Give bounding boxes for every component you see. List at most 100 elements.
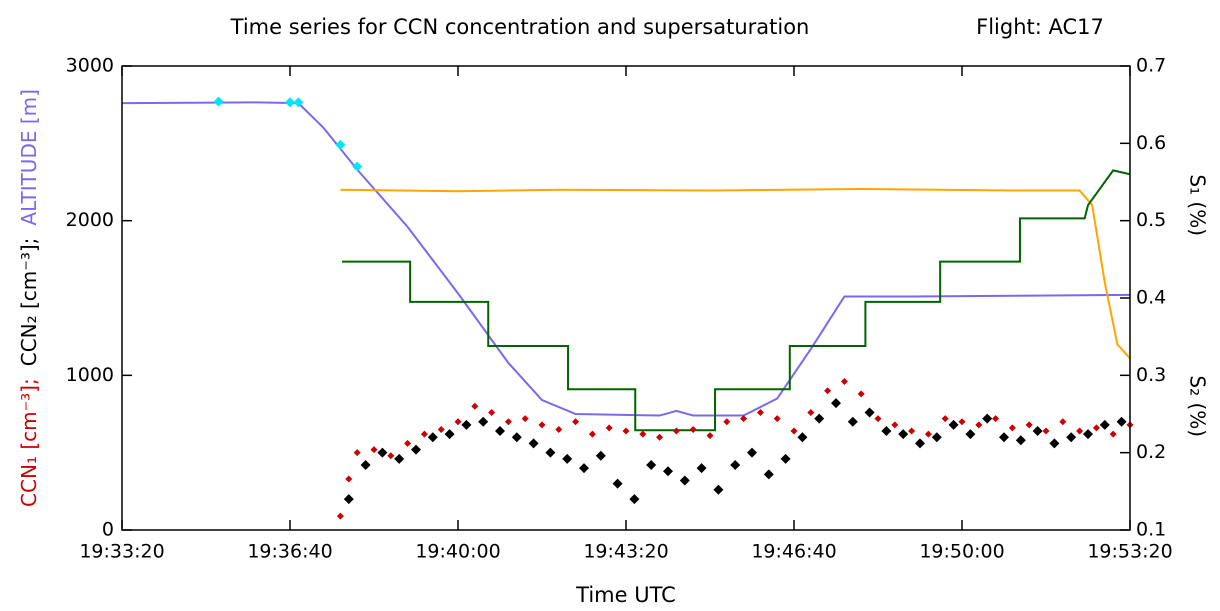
scatter-point [646,460,657,471]
scatter-point [773,415,781,423]
scatter-point [982,413,993,424]
scatter-point [427,432,438,443]
y2-axis-label: S₁ (%) [1186,174,1210,236]
scatter-point [612,478,623,489]
y2-tick-label: 0.1 [1136,519,1166,541]
scatter-point [663,466,673,477]
scatter-point [562,453,573,464]
scatter-point [387,452,395,460]
scatter-point [723,418,731,426]
plot-area [121,96,1134,520]
scatter-point [891,421,899,429]
scatter-point [790,427,798,435]
y-axis-label-part: ALTITUDE [m] [17,89,41,226]
scatter-point [461,419,472,430]
scatter-point [847,416,858,427]
scatter-point [992,415,1000,423]
scatter-point [370,446,378,454]
y-tick-label: 3000 [66,55,114,77]
scatter-point [622,427,630,435]
scatter-point [343,494,354,505]
y-axis-label: CCN₁ [cm⁻³]; CCN₂ [cm⁻³]; ALTITUDE [m] [17,89,41,507]
scatter-point [672,427,680,435]
scatter-point [511,432,522,443]
x-tick-label: 19:40:00 [415,541,500,563]
scatter-point [1076,427,1084,435]
scatter-point [629,494,640,505]
scatter-point [1049,438,1060,449]
scatter-point [213,96,224,107]
scatter-point [656,433,664,441]
scatter-point [1025,421,1033,429]
scatter-point [285,97,295,108]
scatter-point [352,161,363,172]
scatter-point [345,475,353,483]
scatter-point [740,415,748,423]
scatter-point [831,398,841,409]
scatter-point [908,427,916,435]
scatter-point [420,430,428,438]
x-axis-label: Time UTC [575,583,676,607]
scatter-point [689,425,697,433]
scatter-point [958,418,966,426]
scatter-point [353,449,361,457]
scatter-point [840,378,848,386]
scatter-point [1032,426,1043,437]
scatter-point [931,432,942,443]
scatter-point [1042,427,1050,435]
scatter-point [336,512,344,520]
scatter-point [881,426,892,437]
scatter-point [579,463,589,474]
y2-tick-label: 0.7 [1136,55,1166,77]
y-tick-label: 0 [102,519,114,541]
plot-frame [121,65,1131,531]
scatter-point [478,416,489,427]
scatter-point [1008,424,1016,432]
scatter-point [377,447,388,458]
scatter-point [999,432,1009,443]
scatter-point [495,426,505,437]
scatter-point [679,475,690,486]
scatter-point [521,415,529,423]
scatter-point [924,430,932,438]
scatter-point [504,418,512,426]
scatter-point [1059,418,1067,426]
chart-title: Time series for CCN concentration and su… [230,15,810,39]
scatter-point [763,469,774,480]
scatter-point [360,460,371,471]
x-tick-label: 19:53:20 [1087,541,1172,563]
scatter-point [471,402,479,410]
scatter-point [814,413,825,424]
scatter-point [747,447,757,458]
scatter-point [713,484,724,495]
scatter-point [595,450,606,461]
scatter-point [874,415,882,423]
scatter-point [444,429,455,440]
y-tick-label: 2000 [66,209,114,231]
y2-tick-label: 0.2 [1136,441,1166,463]
scatter-point [1116,416,1127,427]
scatter-point [545,447,556,458]
scatter-point [857,390,865,398]
y2-tick-label: 0.4 [1136,287,1166,309]
chart-subtitle: Flight: AC17 [976,15,1104,39]
scatter-point [1066,432,1077,443]
scatter-point [437,425,445,433]
scatter-point [528,438,539,449]
y2-tick-label: 0.3 [1136,364,1166,386]
scatter-point [807,408,815,416]
scatter-point [1109,430,1117,438]
x-tick-label: 19:43:20 [583,541,668,563]
series-line [342,169,1131,432]
scatter-point [696,463,707,474]
scatter-point [394,453,405,464]
scatter-point [965,429,976,440]
y-axis-label-part: CCN₂ [cm⁻³]; [17,238,41,367]
scatter-point [898,429,909,440]
scatter-point [588,430,596,438]
x-tick-label: 19:36:40 [247,541,332,563]
scatter-point [293,97,304,108]
scatter-point [780,453,791,464]
y-axis-label-part: CCN₁ [cm⁻³]; [17,378,41,507]
